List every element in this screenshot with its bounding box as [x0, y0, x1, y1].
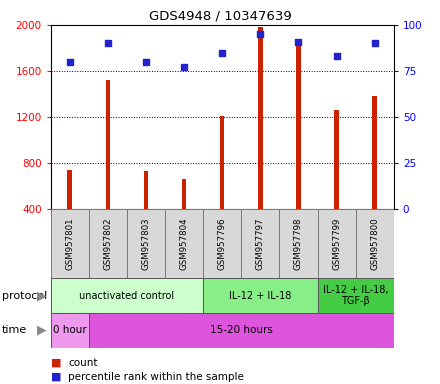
Text: GSM957803: GSM957803	[141, 217, 150, 270]
Bar	[165, 209, 203, 278]
Text: unactivated control: unactivated control	[79, 291, 174, 301]
Bar	[182, 179, 187, 209]
Point	[104, 40, 111, 46]
Bar	[258, 27, 263, 209]
Bar	[143, 171, 148, 209]
Text: 15-20 hours: 15-20 hours	[210, 325, 273, 335]
Text: time: time	[2, 325, 27, 335]
Bar	[334, 110, 339, 209]
Text: GSM957802: GSM957802	[103, 217, 112, 270]
Text: IL-12 + IL-18,
TGF-β: IL-12 + IL-18, TGF-β	[323, 285, 389, 306]
Bar	[279, 209, 318, 278]
Text: GSM957797: GSM957797	[256, 218, 265, 270]
Text: GSM957801: GSM957801	[65, 217, 74, 270]
Bar	[51, 278, 203, 313]
Bar	[241, 209, 279, 278]
Text: percentile rank within the sample: percentile rank within the sample	[68, 372, 244, 382]
Bar	[127, 209, 165, 278]
Bar	[89, 209, 127, 278]
Text: ▶: ▶	[37, 289, 47, 302]
Text: GSM957798: GSM957798	[294, 218, 303, 270]
Text: GSM957796: GSM957796	[218, 218, 227, 270]
Text: GSM957800: GSM957800	[370, 217, 379, 270]
Text: ▶: ▶	[37, 324, 47, 337]
Bar	[89, 313, 394, 348]
Bar	[318, 278, 394, 313]
Text: IL-12 + IL-18: IL-12 + IL-18	[229, 291, 292, 301]
Point	[143, 59, 150, 65]
Point	[295, 38, 302, 45]
Bar	[356, 209, 394, 278]
Text: count: count	[68, 358, 98, 368]
Point	[66, 59, 73, 65]
Text: 0 hour: 0 hour	[53, 325, 87, 335]
Bar	[318, 209, 356, 278]
Text: GSM957799: GSM957799	[332, 218, 341, 270]
Bar	[51, 209, 89, 278]
Bar	[203, 209, 241, 278]
Text: GSM957804: GSM957804	[180, 217, 189, 270]
Point	[371, 40, 378, 46]
Point	[333, 53, 340, 60]
Point	[180, 64, 187, 70]
Point	[257, 31, 264, 37]
Text: ■: ■	[51, 358, 61, 368]
Bar	[296, 40, 301, 209]
Bar	[67, 170, 72, 209]
Text: GDS4948 / 10347639: GDS4948 / 10347639	[149, 10, 291, 23]
Text: ■: ■	[51, 372, 61, 382]
Bar	[220, 116, 224, 209]
Text: protocol: protocol	[2, 291, 48, 301]
Bar	[106, 80, 110, 209]
Bar	[372, 96, 377, 209]
Point	[219, 50, 226, 56]
Bar	[203, 278, 318, 313]
Bar	[51, 313, 89, 348]
